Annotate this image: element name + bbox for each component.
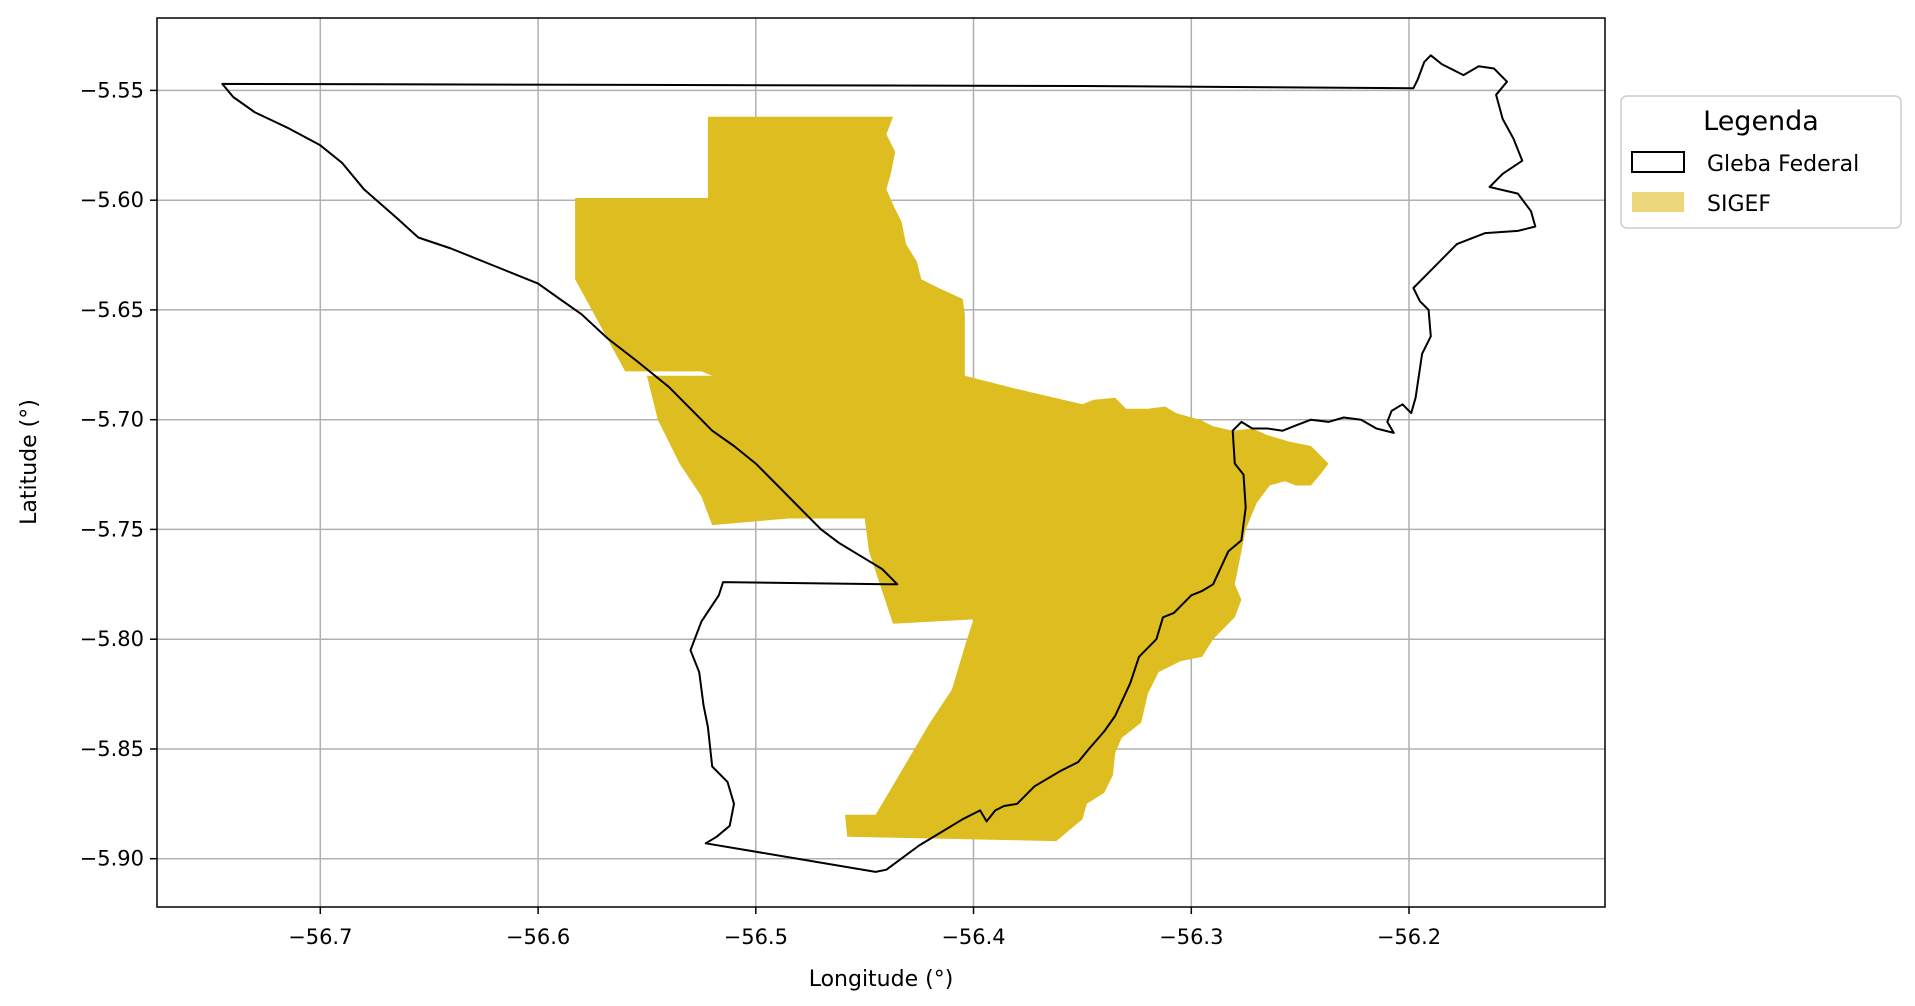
legend-swatch-sigef [1632,192,1684,212]
x-tick-label: −56.3 [1159,925,1223,949]
x-tick-label: −56.7 [288,925,352,949]
plot-frame [156,17,1606,908]
sigef-layer [575,116,1329,842]
y-tick-label: −5.60 [80,188,144,212]
x-tick-label: −56.4 [941,925,1005,949]
x-tick-label: −56.6 [506,925,570,949]
legend-title: Legenda [1703,106,1819,137]
legend-label-gleba-federal: Gleba Federal [1707,152,1859,177]
x-tick-label: −56.5 [724,925,788,949]
x-axis-label: Longitude (°) [809,967,954,992]
gleba-federal-boundary [221,54,1537,873]
gleba-federal-layer [221,54,1537,873]
legend: Legenda Gleba Federal SIGEF [1620,95,1902,229]
x-tick-label: −56.2 [1377,925,1441,949]
legend-frame [1620,95,1902,229]
y-tick-label: −5.85 [80,737,144,761]
y-tick-label: −5.75 [80,517,144,541]
y-tick-label: −5.55 [80,78,144,102]
legend-swatch-gleba-federal [1631,151,1685,173]
y-tick-label: −5.70 [80,408,144,432]
y-tick-label: −5.80 [80,627,144,651]
y-tick-label: −5.90 [80,847,144,871]
x-axis-ticks: −56.7 −56.6 −56.5 −56.4 −56.3 −56.2 [288,907,1441,949]
y-axis-label: Latitude (°) [17,399,42,525]
y-tick-label: −5.65 [80,298,144,322]
sigef-parcel [575,116,1329,842]
legend-label-sigef: SIGEF [1707,192,1771,217]
map-layers [221,54,1537,873]
y-axis-ticks: −5.55 −5.60 −5.65 −5.70 −5.75 −5.80 −5.85 −5.90 [80,78,157,871]
